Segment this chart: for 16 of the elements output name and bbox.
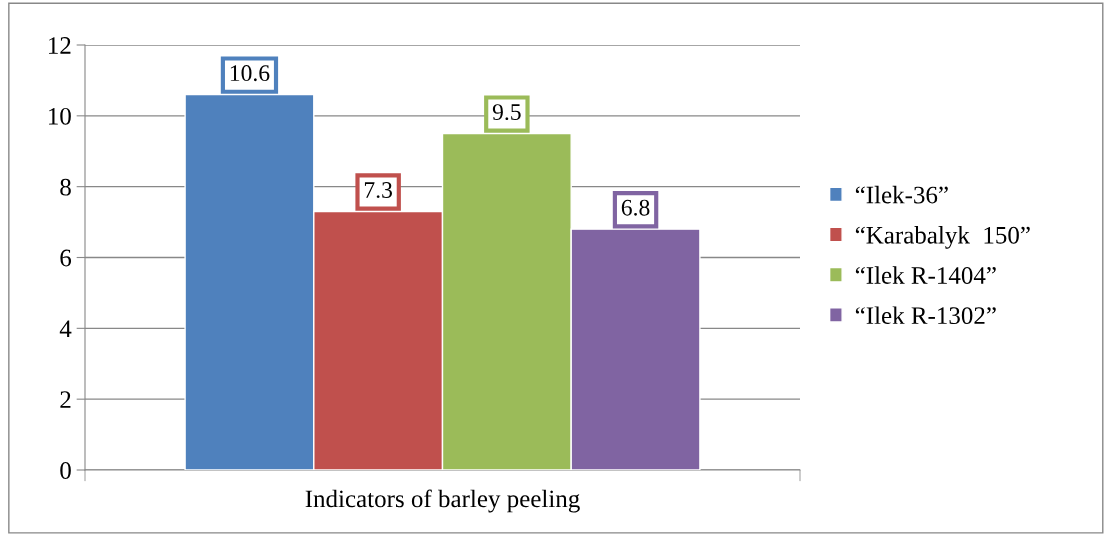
legend-label: “Ilek-36” [855,185,948,204]
data-label: 6.8 [621,199,650,216]
y-tick-label: 4 [59,320,72,338]
y-tick-label: 6 [60,249,72,267]
legend-label: “Karabalyk 150” [855,226,1030,249]
data-label: 10.6 [230,65,270,82]
y-tick-label: 0 [60,462,71,479]
data-label: 9.5 [492,104,521,121]
y-tick-label: 8 [60,178,71,196]
legend-label: “Ilek R-1404” [855,266,996,284]
legend-label: “Ilek R-1302” [855,306,996,325]
y-tick-label: 2 [60,391,71,408]
y-tick-label: 10 [49,107,71,125]
y-tick-label: 12 [49,37,71,54]
data-label: 7.3 [364,182,392,199]
x-tick-label: Indicators of barley peeling [305,489,580,513]
